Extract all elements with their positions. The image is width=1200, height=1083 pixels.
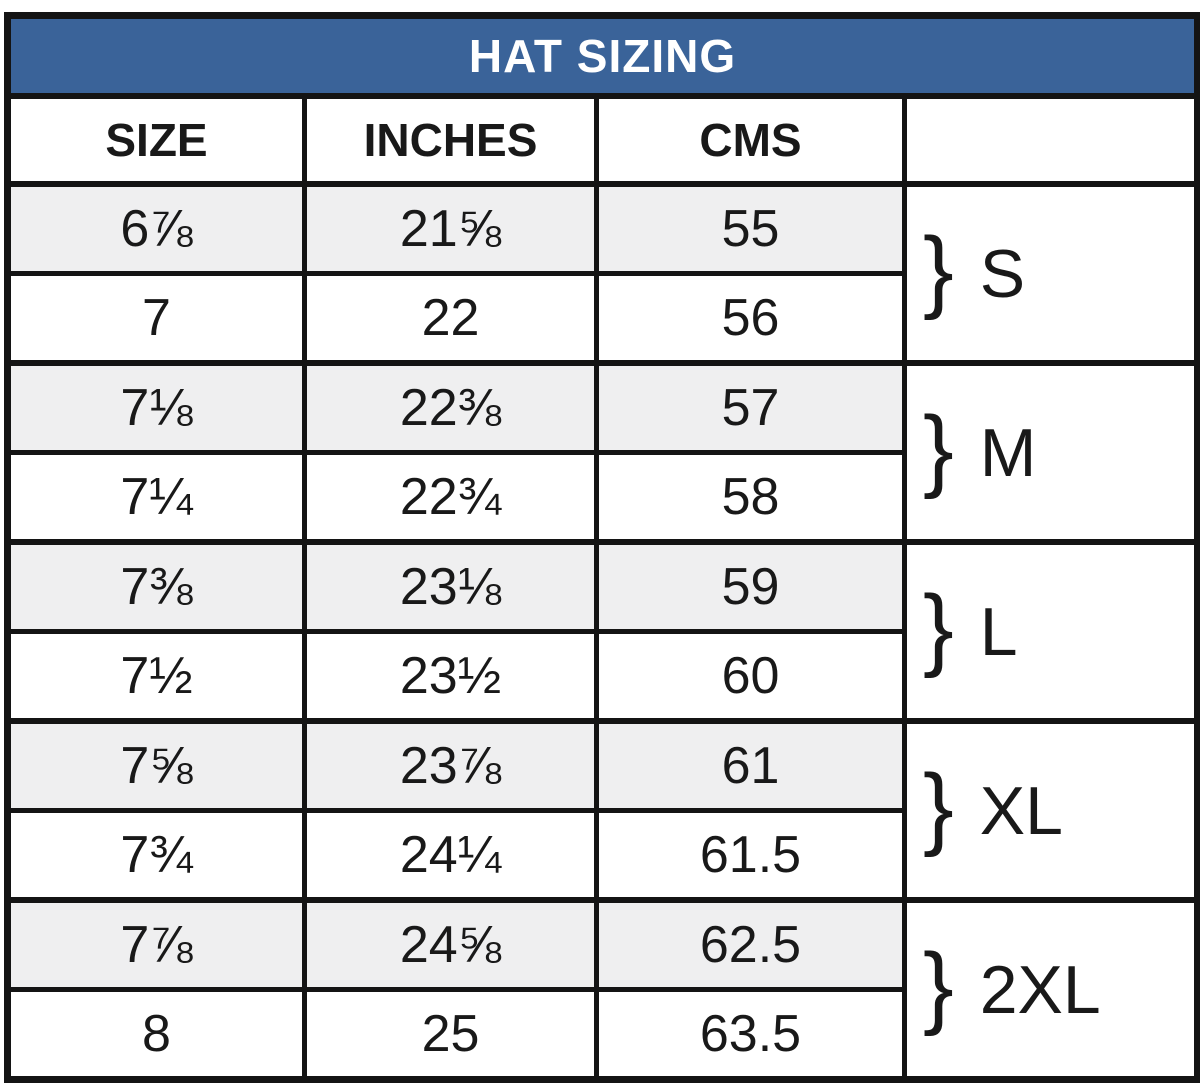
cms-cell: 63.5 bbox=[594, 987, 907, 1082]
inches-cell: 24⅝ bbox=[302, 897, 599, 992]
size-group-content: } L bbox=[910, 582, 1193, 678]
size-cell: 7⅞ bbox=[5, 897, 307, 992]
size-group-content: } 2XL bbox=[910, 940, 1193, 1036]
table-row: 7⅝ 23⅞ 61} XL bbox=[5, 718, 1200, 903]
inches-cell: 25 bbox=[302, 987, 599, 1082]
column-header-cms: CMS bbox=[594, 93, 907, 187]
cms-cell: 55 bbox=[594, 181, 907, 276]
cms-cell: 60 bbox=[594, 629, 907, 724]
size-cell: 8 bbox=[5, 987, 307, 1082]
inches-cell: 23½ bbox=[302, 629, 599, 724]
column-header-inches: INCHES bbox=[302, 93, 599, 187]
hat-sizing-table: HAT SIZING SIZE INCHES CMS 6⅞ 21⅝ 55} S 7 22 5… bbox=[4, 12, 1200, 1083]
size-group-label: M bbox=[979, 414, 1037, 491]
size-group-cell-l: } L bbox=[902, 539, 1200, 724]
size-group-label: 2XL bbox=[979, 951, 1101, 1028]
inches-cell: 23⅞ bbox=[302, 718, 599, 813]
size-group-cell-m: } M bbox=[902, 360, 1200, 545]
table-row: 7½ 23½ 60 bbox=[5, 629, 1198, 724]
size-group-cell-2xl: } 2XL bbox=[902, 897, 1200, 1082]
table-row: 7⅞ 24⅝ 62.5} 2XL bbox=[5, 897, 1200, 1082]
size-cell: 7⅝ bbox=[5, 718, 307, 813]
size-group-label: S bbox=[979, 235, 1026, 312]
inches-cell: 21⅝ bbox=[302, 181, 599, 276]
table-title: HAT SIZING bbox=[5, 13, 1200, 99]
size-group-content: } XL bbox=[910, 761, 1193, 857]
cms-cell: 56 bbox=[594, 271, 907, 366]
cms-cell: 59 bbox=[594, 539, 907, 634]
size-group-content: } S bbox=[910, 224, 1193, 320]
table-row: 7⅜ 23⅛ 59} L bbox=[5, 539, 1200, 724]
inches-cell: 23⅛ bbox=[302, 539, 599, 634]
header-row: SIZE INCHES CMS bbox=[5, 93, 1200, 187]
title-row: HAT SIZING bbox=[5, 13, 1200, 99]
brace-glyph: } bbox=[923, 218, 954, 321]
size-cell: 7⅜ bbox=[5, 539, 307, 634]
size-cell: 6⅞ bbox=[5, 181, 307, 276]
cms-cell: 61.5 bbox=[594, 808, 907, 903]
inches-cell: 22¾ bbox=[302, 450, 599, 545]
inches-cell: 24¼ bbox=[302, 808, 599, 903]
size-cell: 7½ bbox=[5, 629, 307, 724]
table-row: 6⅞ 21⅝ 55} S bbox=[5, 181, 1200, 366]
inches-cell: 22⅜ bbox=[302, 360, 599, 455]
column-header-size: SIZE bbox=[5, 93, 307, 187]
brace-glyph: } bbox=[923, 934, 954, 1037]
hat-sizing-chart: HAT SIZING SIZE INCHES CMS 6⅞ 21⅝ 55} S 7 22 5… bbox=[4, 12, 1200, 1083]
size-cell: 7¼ bbox=[5, 450, 307, 545]
inches-cell: 22 bbox=[302, 271, 599, 366]
size-cell: 7¾ bbox=[5, 808, 307, 903]
brace-glyph: } bbox=[923, 576, 954, 679]
cms-cell: 61 bbox=[594, 718, 907, 813]
size-group-content: } M bbox=[910, 403, 1193, 499]
size-group-label: L bbox=[979, 593, 1018, 670]
size-cell: 7 bbox=[5, 271, 307, 366]
cms-cell: 62.5 bbox=[594, 897, 907, 992]
column-header-group bbox=[902, 93, 1200, 187]
cms-cell: 57 bbox=[594, 360, 907, 455]
cms-cell: 58 bbox=[594, 450, 907, 545]
brace-glyph: } bbox=[923, 755, 954, 858]
size-group-cell-xl: } XL bbox=[902, 718, 1200, 903]
table-row: 7 22 56 bbox=[5, 271, 1198, 366]
size-group-label: XL bbox=[979, 772, 1063, 849]
table-row: 7¾ 24¼ 61.5 bbox=[5, 808, 1198, 903]
size-cell: 7⅛ bbox=[5, 360, 307, 455]
table-row: 7¼ 22¾ 58 bbox=[5, 450, 1198, 545]
brace-glyph: } bbox=[923, 397, 954, 500]
table-row: 7⅛ 22⅜ 57} M bbox=[5, 360, 1200, 545]
size-group-cell-s: } S bbox=[902, 181, 1200, 366]
